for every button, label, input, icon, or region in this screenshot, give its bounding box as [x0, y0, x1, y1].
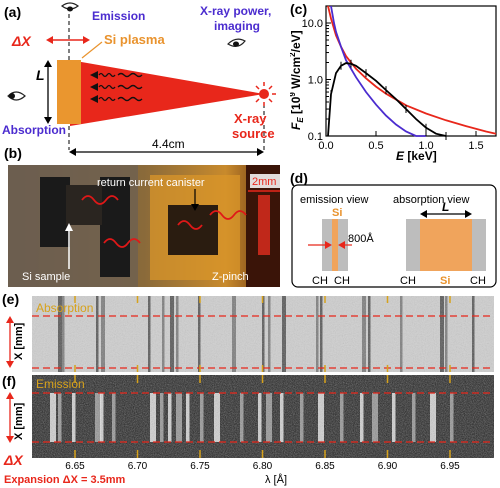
wavelength-tick-label: 6.95 [440, 461, 460, 472]
x-tick-label: 1.0 [418, 140, 433, 152]
panel-f-label: (f) [2, 373, 16, 389]
absorption-view-label: absorption view [393, 194, 469, 206]
distance-arrow [69, 148, 264, 156]
wavelength-tick-label: 6.75 [190, 461, 210, 472]
x-axis-label: E [keV] [396, 149, 437, 163]
absorption-y-label: X [mm] [13, 322, 25, 360]
scale-label: 2mm [252, 176, 276, 188]
panel-ef-spectra: (e) Absorption X [mm] (f) Emission X [mm… [2, 291, 494, 486]
expansion-label: Expansion ΔX = 3.5mm [4, 474, 126, 486]
panel-a-label: (a) [4, 4, 21, 20]
si-plasma-label: Si plasma [104, 32, 165, 47]
thickness-arrow [44, 60, 52, 124]
xray-beam [70, 60, 264, 126]
absorption-ch-left: CH [400, 275, 416, 287]
si-sample-label: Si sample [22, 271, 70, 283]
y-tick-label: 1.0 [308, 75, 323, 87]
canister-label: return current canister [97, 177, 205, 189]
xray-label: X-ray [234, 111, 267, 126]
panel-c-chart: (c) 0.1 1.0 10.0 0.0 0.5 1.0 1.5 FE [109 W/cm2… [290, 1, 497, 163]
si-plasma-pointer [81, 41, 103, 59]
emission-ch-right: CH [334, 275, 350, 287]
si-plasma-block [57, 60, 81, 124]
panel-a-schematic: (a) Emission X-ray power, imaging ΔX Si … [2, 2, 276, 161]
absorption-extent-arrow [6, 316, 14, 368]
wavelength-tick-label: 6.85 [315, 461, 335, 472]
emission-view-label: emission view [300, 194, 369, 206]
emission-title: Emission [36, 377, 85, 391]
imaging-eye-icon [227, 38, 246, 47]
source-label: source [232, 126, 275, 141]
panel-d-label: (d) [290, 170, 308, 186]
x-tick-label: 0.5 [368, 140, 383, 152]
panel-b-photo: return current canister 2mm Si sample Z-… [8, 165, 282, 287]
wavelength-ticks: 6.65 6.70 6.75 6.80 6.85 6.90 6.95 [65, 461, 460, 472]
delta-x-arrow [46, 36, 90, 44]
wavelength-tick-label: 6.80 [253, 461, 273, 472]
emission-y-label: X [mm] [13, 402, 25, 440]
emission-wave-arrows [90, 71, 143, 103]
zpinch-label: Z-pinch [212, 271, 249, 283]
distance-label: 4.4cm [152, 137, 185, 151]
x-tick-label: 0.0 [318, 140, 333, 152]
emission-si-layer [332, 219, 338, 271]
emission-eye-icon [60, 2, 80, 12]
absorption-ch-right: CH [470, 275, 486, 287]
xray-source-icon [252, 82, 276, 106]
absorption-si-layer [420, 219, 472, 271]
thickness-label: L [36, 67, 45, 83]
emission-si-label: Si [332, 207, 342, 219]
x-tick-label: 1.5 [468, 140, 483, 152]
absorption-L-label: L [442, 200, 449, 214]
absorption-title: Absorption [36, 301, 93, 315]
series-line-2 [327, 62, 447, 137]
y-axis-label: FE [109 W/cm2/eV] [290, 30, 305, 130]
wavelength-tick-label: 6.70 [128, 461, 148, 472]
wavelength-axis-label: λ [Å] [265, 473, 287, 486]
emission-label: Emission [92, 9, 145, 23]
wavelength-tick-label: 6.65 [65, 461, 85, 472]
panel-c-label: (c) [290, 1, 307, 17]
y-tick-label: 10.0 [302, 18, 323, 30]
panel-d-schematic: (d) emission view absorption view Si 800… [290, 170, 497, 288]
series-line-1 [330, 5, 426, 137]
panel-e-label: (e) [2, 291, 19, 307]
absorption-eye-icon [7, 91, 26, 101]
xray-power-label: X-ray power, [200, 4, 271, 18]
wavelength-tick-label: 6.90 [378, 461, 398, 472]
panel-b-label: (b) [4, 145, 22, 161]
emission-delta-x: ΔX [3, 452, 24, 468]
emission-extent-arrow [6, 392, 14, 443]
emission-ch-left: CH [312, 275, 328, 287]
series-group [327, 5, 497, 140]
absorption-label: Absorption [2, 123, 66, 137]
axes-group: 0.1 1.0 10.0 0.0 0.5 1.0 1.5 [302, 18, 484, 152]
absorption-si-label: Si [440, 275, 450, 287]
imaging-label: imaging [214, 19, 260, 33]
delta-x-label: ΔX [11, 33, 32, 49]
thickness-angstrom-label: 800Å [348, 232, 374, 245]
y-tick-label: 0.1 [308, 131, 323, 143]
